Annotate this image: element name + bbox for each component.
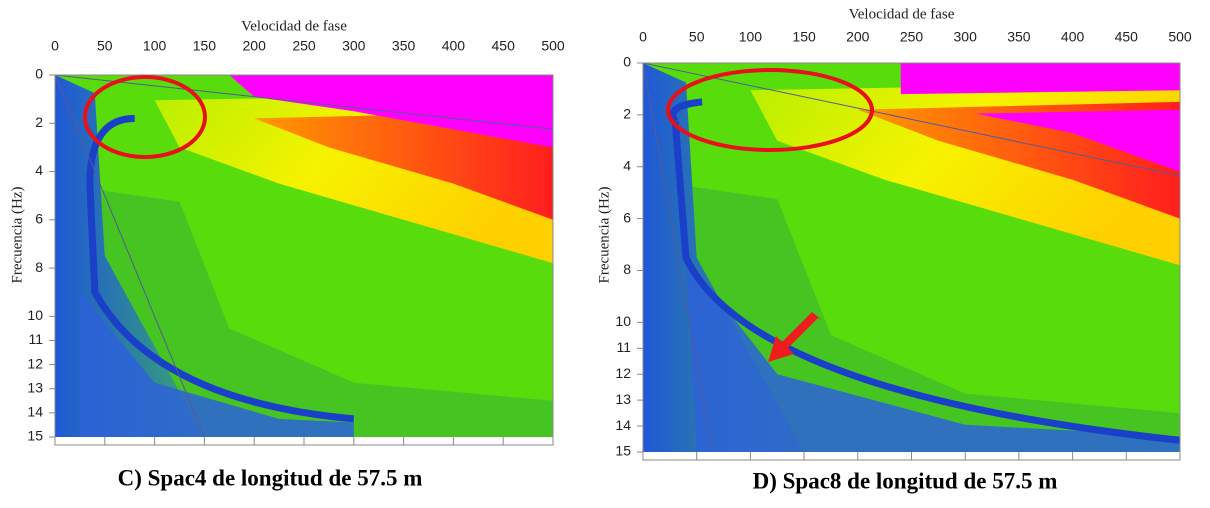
x-tick-label: 150 <box>193 38 217 54</box>
x-tick-label: 500 <box>1168 29 1192 45</box>
x-tick-label: 400 <box>1061 29 1085 45</box>
x-tick-label: 50 <box>689 29 705 45</box>
y-tick-label: 2 <box>35 114 43 130</box>
dispersion-image <box>54 74 554 438</box>
x-tick-label: 350 <box>392 38 416 54</box>
y-tick-label: 0 <box>623 54 631 70</box>
x-tick-label: 500 <box>541 38 565 54</box>
x-axis-label: Velocidad de fase <box>241 18 347 34</box>
y-tick-label: 4 <box>35 162 43 178</box>
x-tick-label: 50 <box>97 38 113 54</box>
panel: Velocidad de fase Frecuencia (Hz) C) Spac4… <box>9 18 564 490</box>
x-tick-label: 100 <box>143 38 167 54</box>
highlight-ellipse <box>83 75 207 159</box>
x-tick-label: 300 <box>342 38 366 54</box>
x-tick-label: 150 <box>792 29 816 45</box>
reference-line <box>54 74 554 130</box>
panel: Velocidad de fase Frecuencia (Hz) D) Spac8… <box>596 6 1191 493</box>
x-tick-label: 450 <box>492 38 516 54</box>
y-tick-label: 6 <box>35 211 43 227</box>
caption: C) Spac4 de longitud de 57.5 m <box>118 465 423 490</box>
magenta-zone <box>900 63 1180 95</box>
y-tick-label: 4 <box>623 157 631 173</box>
y-tick-label: 11 <box>28 331 43 347</box>
highlight-ellipse <box>666 68 874 152</box>
reference-line <box>54 74 205 438</box>
y-axis-label: Frecuencia (Hz) <box>596 186 612 283</box>
y-tick-label: 13 <box>615 391 631 407</box>
x-tick-label: 300 <box>954 29 978 45</box>
x-tick-label: 450 <box>1115 29 1139 45</box>
y-tick-label: 14 <box>27 404 43 420</box>
y-tick-label: 15 <box>27 428 43 444</box>
magenta-zone <box>975 109 1180 172</box>
y-tick-label: 6 <box>623 209 631 225</box>
dispersion-curve <box>86 114 355 423</box>
red-zone <box>254 111 553 220</box>
blue-low <box>686 257 1180 452</box>
x-tick-label: 250 <box>292 38 316 54</box>
y-tick-label: 10 <box>615 313 631 329</box>
x-tick-label: 0 <box>51 38 59 54</box>
blue-strip <box>643 63 805 452</box>
y-tick-label: 13 <box>27 379 43 395</box>
dispersion-image <box>642 62 1181 453</box>
y-axis-label: Frecuencia (Hz) <box>9 186 25 283</box>
x-tick-label: 350 <box>1007 29 1031 45</box>
y-tick-label: 12 <box>615 365 631 381</box>
y-tick-label: 11 <box>616 339 631 355</box>
y-tick-label: 10 <box>27 307 43 323</box>
y-tick-label: 8 <box>623 261 631 277</box>
x-tick-label: 100 <box>739 29 763 45</box>
y-tick-label: 8 <box>35 259 43 275</box>
x-tick-label: 250 <box>900 29 924 45</box>
x-tick-label: 200 <box>846 29 870 45</box>
blue-low <box>79 292 354 437</box>
caption: D) Spac8 de longitud de 57.5 m <box>753 468 1058 493</box>
x-tick-label: 400 <box>442 38 466 54</box>
y-tick-label: 12 <box>27 355 43 371</box>
y-tick-label: 14 <box>615 417 631 433</box>
x-axis-label: Velocidad de fase <box>849 6 955 22</box>
y-tick-label: 2 <box>623 106 631 122</box>
y-tick-label: 0 <box>35 66 43 82</box>
arrow <box>768 312 822 362</box>
x-tick-label: 200 <box>243 38 267 54</box>
reference-line <box>642 62 714 453</box>
reference-line <box>642 62 1181 177</box>
dispersion-curve <box>669 98 1181 444</box>
x-tick-label: 0 <box>639 29 647 45</box>
y-tick-label: 15 <box>615 443 631 459</box>
